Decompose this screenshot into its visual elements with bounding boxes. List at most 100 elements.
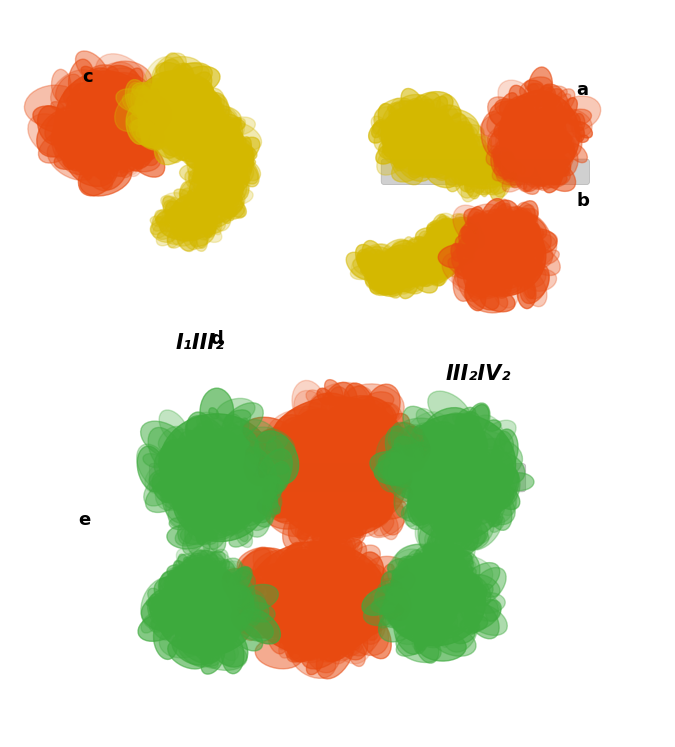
Ellipse shape xyxy=(439,246,456,269)
Ellipse shape xyxy=(204,167,230,197)
Ellipse shape xyxy=(170,595,200,617)
Ellipse shape xyxy=(406,452,428,465)
Ellipse shape xyxy=(175,116,189,134)
Ellipse shape xyxy=(394,124,427,149)
Ellipse shape xyxy=(211,567,240,597)
Ellipse shape xyxy=(174,560,186,576)
Ellipse shape xyxy=(405,109,431,146)
Ellipse shape xyxy=(436,133,461,164)
Ellipse shape xyxy=(168,618,176,628)
Ellipse shape xyxy=(217,128,242,146)
Ellipse shape xyxy=(198,173,214,191)
Ellipse shape xyxy=(200,205,217,224)
Ellipse shape xyxy=(189,470,227,508)
Ellipse shape xyxy=(412,255,435,269)
Ellipse shape xyxy=(207,106,241,127)
Ellipse shape xyxy=(219,638,238,661)
Ellipse shape xyxy=(201,205,213,213)
Ellipse shape xyxy=(439,128,458,151)
Ellipse shape xyxy=(443,432,459,449)
Ellipse shape xyxy=(115,130,126,140)
Ellipse shape xyxy=(481,213,520,240)
Ellipse shape xyxy=(429,537,448,554)
Ellipse shape xyxy=(115,149,134,172)
Ellipse shape xyxy=(479,148,487,162)
Ellipse shape xyxy=(313,516,333,551)
Ellipse shape xyxy=(267,492,277,508)
Ellipse shape xyxy=(366,276,389,291)
Ellipse shape xyxy=(184,193,201,205)
Ellipse shape xyxy=(532,158,542,170)
Ellipse shape xyxy=(400,247,418,272)
Ellipse shape xyxy=(173,103,180,113)
Ellipse shape xyxy=(99,72,151,109)
Ellipse shape xyxy=(464,174,481,193)
Ellipse shape xyxy=(144,471,180,506)
Ellipse shape xyxy=(317,603,349,638)
Ellipse shape xyxy=(439,491,466,512)
Ellipse shape xyxy=(180,89,207,126)
Ellipse shape xyxy=(87,117,99,124)
Ellipse shape xyxy=(184,459,219,495)
Ellipse shape xyxy=(271,509,292,522)
Ellipse shape xyxy=(169,87,183,99)
Ellipse shape xyxy=(212,482,234,496)
Ellipse shape xyxy=(274,565,291,577)
Ellipse shape xyxy=(433,143,465,170)
Ellipse shape xyxy=(410,238,435,270)
Ellipse shape xyxy=(452,474,460,486)
Ellipse shape xyxy=(292,577,332,621)
Ellipse shape xyxy=(184,117,216,145)
Ellipse shape xyxy=(524,229,536,245)
Ellipse shape xyxy=(468,574,483,591)
Ellipse shape xyxy=(441,413,464,434)
Ellipse shape xyxy=(383,241,416,277)
Ellipse shape xyxy=(448,456,487,486)
Ellipse shape xyxy=(210,198,223,214)
Ellipse shape xyxy=(200,495,241,524)
Ellipse shape xyxy=(185,573,209,589)
Ellipse shape xyxy=(462,554,474,564)
Ellipse shape xyxy=(379,510,398,539)
Ellipse shape xyxy=(387,273,407,295)
Ellipse shape xyxy=(213,495,225,508)
Ellipse shape xyxy=(263,476,284,491)
Ellipse shape xyxy=(62,131,91,164)
Ellipse shape xyxy=(267,586,315,651)
Ellipse shape xyxy=(352,604,377,642)
Ellipse shape xyxy=(152,473,173,502)
Ellipse shape xyxy=(193,220,213,235)
Ellipse shape xyxy=(92,115,113,135)
Ellipse shape xyxy=(205,436,232,479)
Ellipse shape xyxy=(530,128,549,144)
Ellipse shape xyxy=(97,139,114,151)
Ellipse shape xyxy=(425,464,449,487)
Ellipse shape xyxy=(440,482,463,511)
Ellipse shape xyxy=(412,468,442,503)
Ellipse shape xyxy=(431,261,450,285)
Ellipse shape xyxy=(392,256,406,273)
Ellipse shape xyxy=(213,185,225,205)
Ellipse shape xyxy=(441,236,452,244)
Ellipse shape xyxy=(457,453,467,468)
Ellipse shape xyxy=(306,477,317,487)
Ellipse shape xyxy=(91,138,115,160)
Ellipse shape xyxy=(542,129,551,137)
Ellipse shape xyxy=(211,133,227,146)
Ellipse shape xyxy=(205,186,227,202)
Ellipse shape xyxy=(307,589,337,622)
Ellipse shape xyxy=(344,638,359,650)
Ellipse shape xyxy=(90,127,136,161)
Ellipse shape xyxy=(488,160,508,183)
Ellipse shape xyxy=(300,621,336,649)
Ellipse shape xyxy=(429,569,436,576)
Ellipse shape xyxy=(184,619,207,634)
Ellipse shape xyxy=(284,564,324,613)
Ellipse shape xyxy=(111,100,146,126)
Ellipse shape xyxy=(106,126,120,137)
Ellipse shape xyxy=(427,461,439,469)
Ellipse shape xyxy=(152,53,186,87)
Ellipse shape xyxy=(159,97,190,125)
Ellipse shape xyxy=(435,223,458,241)
Ellipse shape xyxy=(512,140,534,157)
